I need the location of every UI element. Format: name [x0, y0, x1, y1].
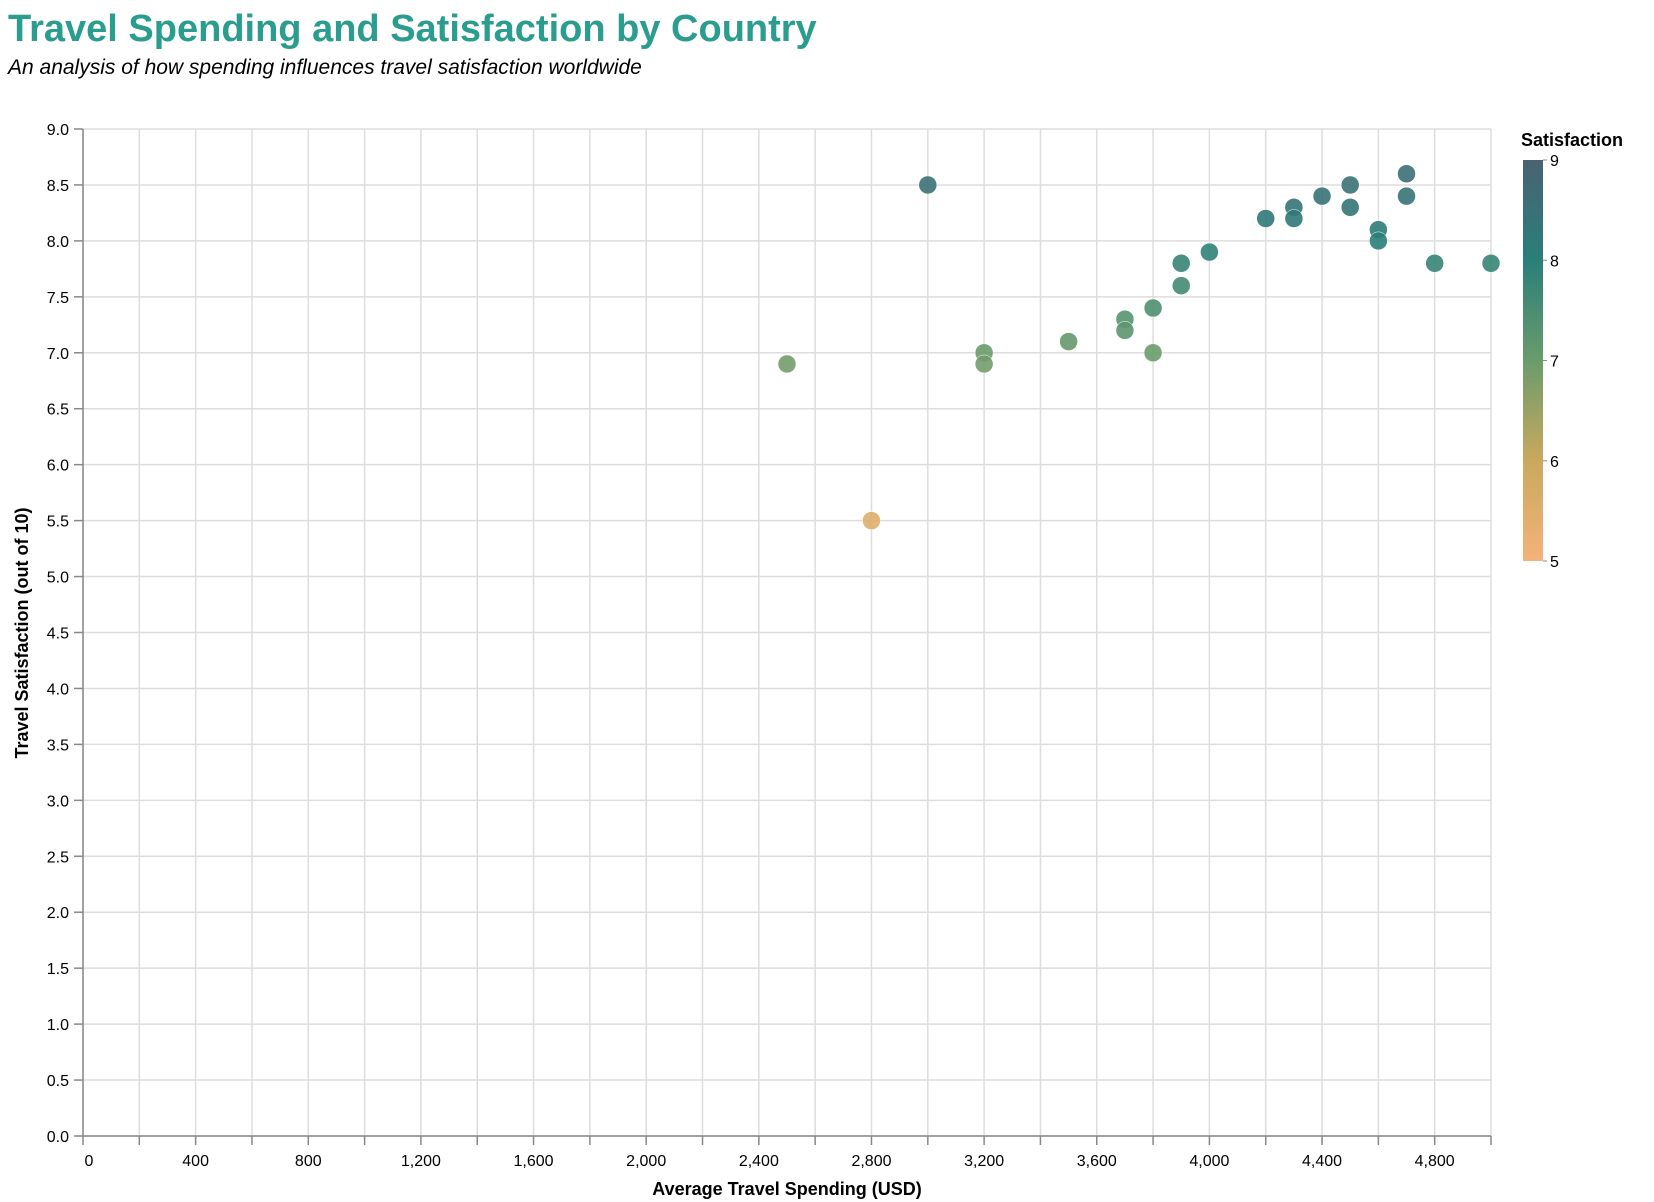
y-axis-title: Travel Satisfaction (out of 10) [12, 507, 32, 758]
legend-label: 8 [1550, 253, 1559, 270]
scatter-point [1340, 175, 1360, 195]
legend-label: 9 [1550, 153, 1559, 170]
x-tick-label: 3,600 [1077, 1153, 1117, 1170]
chart-title: Travel Spending and Satisfaction by Coun… [8, 8, 817, 50]
legend-title: Satisfaction [1521, 130, 1623, 150]
scatter-point [1059, 332, 1078, 351]
x-tick-label: 3,200 [964, 1153, 1004, 1170]
grid [82, 128, 1492, 1137]
scatter-point [1425, 254, 1444, 273]
y-tick-label: 7.0 [47, 346, 69, 363]
legend-label: 6 [1550, 454, 1559, 471]
scatter-point [1143, 343, 1163, 363]
y-tick-label: 3.5 [47, 737, 69, 754]
color-legend: Satisfaction 9 8 7 6 5 [1521, 130, 1623, 571]
scatter-point [1143, 298, 1163, 318]
x-tick-label: 0 [85, 1153, 94, 1170]
scatter-point [1171, 276, 1191, 295]
scatter-point [777, 354, 797, 374]
scatter-point [918, 175, 938, 195]
scatter-point [1312, 186, 1332, 206]
x-tick-label: 4,400 [1302, 1153, 1342, 1170]
x-tick-label: 1,600 [514, 1153, 554, 1170]
axes: 0 400 800 1,200 1,600 2,000 2,400 2,800 3,200 3,6… [47, 122, 1492, 1170]
scatter-point [1115, 321, 1135, 340]
x-tick-label: 2,400 [739, 1153, 779, 1170]
x-tick-label: 2,000 [626, 1153, 666, 1170]
scatter-point [1397, 164, 1416, 184]
y-tick-label: 2.5 [47, 849, 69, 866]
y-tick-label: 4.0 [47, 681, 69, 698]
y-tick-label: 8.0 [47, 234, 69, 251]
scatter-point [1340, 198, 1360, 217]
scatter-point [1284, 209, 1304, 228]
y-tick-label: 1.5 [47, 961, 69, 978]
x-tick-label: 4,800 [1415, 1153, 1455, 1170]
x-axis-title: Average Travel Spending (USD) [652, 1179, 921, 1199]
y-tick-label: 6.5 [47, 402, 69, 419]
y-tick-label: 3.0 [47, 793, 69, 810]
y-tick-label: 5.5 [47, 514, 69, 531]
y-tick-label: 1.0 [47, 1017, 69, 1034]
scatter-point [1397, 186, 1416, 206]
y-tick-label: 0.5 [47, 1073, 69, 1090]
x-tick-label: 2,800 [851, 1153, 891, 1170]
chart-subtitle: An analysis of how spending influences t… [6, 56, 642, 79]
x-tick-label: 4,000 [1189, 1153, 1229, 1170]
legend-labels: 9 8 7 6 5 [1543, 153, 1559, 571]
scatter-point [1369, 231, 1388, 251]
x-tick-label: 400 [182, 1153, 209, 1170]
x-tick-label: 800 [295, 1153, 322, 1170]
y-tick-label: 9.0 [47, 122, 69, 139]
legend-label: 7 [1550, 354, 1559, 371]
y-tick-label: 5.0 [47, 570, 69, 587]
x-tick-label: 1,200 [401, 1153, 441, 1170]
data-points [777, 164, 1501, 530]
y-tick-label: 6.0 [47, 458, 69, 475]
legend-gradient-bar [1523, 160, 1543, 561]
scatter-point [1256, 209, 1275, 228]
y-tick-label: 8.5 [47, 178, 69, 195]
scatter-point [1481, 254, 1501, 273]
scatter-point [1200, 242, 1219, 262]
legend-label: 5 [1550, 554, 1559, 571]
scatter-point [862, 511, 881, 530]
y-tick-label: 4.5 [47, 626, 69, 643]
scatter-point [974, 354, 994, 374]
y-tick-label: 7.5 [47, 290, 69, 307]
y-tick-label: 0.0 [47, 1129, 69, 1146]
scatter-point [1171, 254, 1191, 273]
y-tick-label: 2.0 [47, 905, 69, 922]
